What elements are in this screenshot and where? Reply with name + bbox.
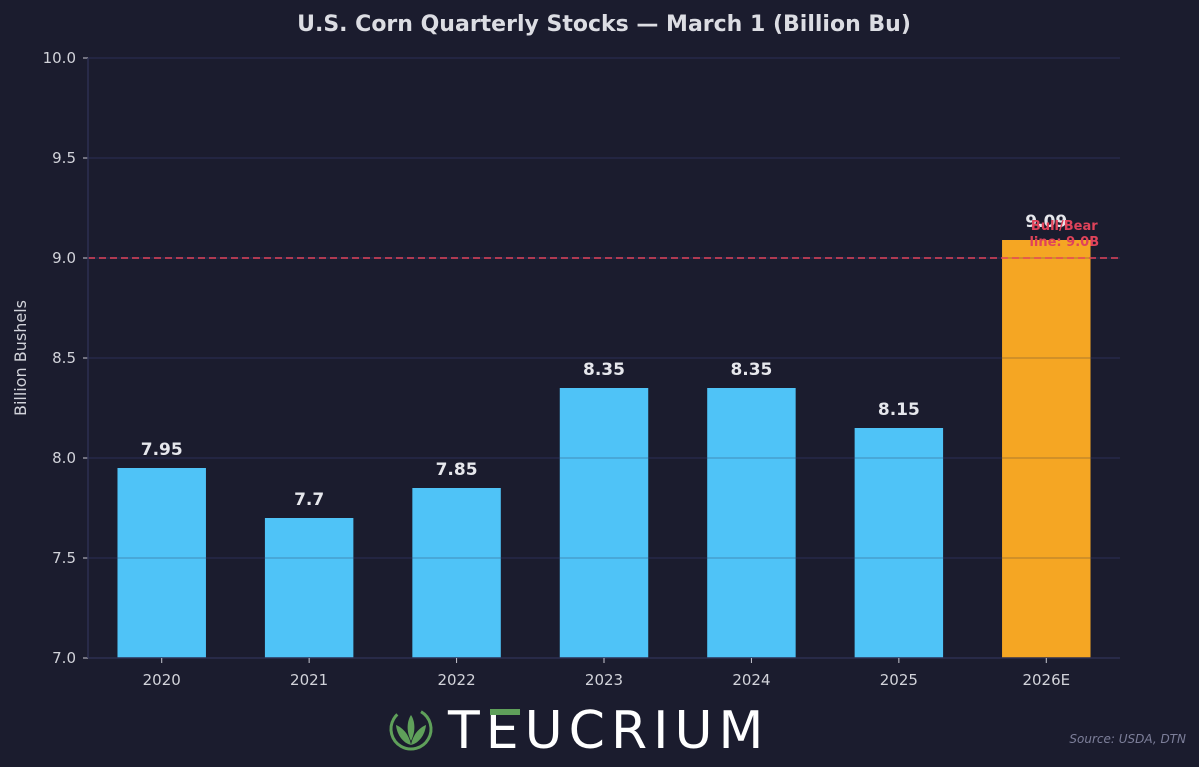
y-axis-title: Billion Bushels	[11, 300, 30, 416]
y-tick-label: 9.5	[52, 149, 76, 167]
x-tick-label-2025: 2025	[880, 671, 918, 689]
data-label-2020: 7.95	[141, 440, 183, 460]
y-tick-label: 8.5	[52, 349, 76, 367]
teucrium-logo: TEUCRIUM	[389, 701, 763, 761]
y-tick-label: 8.0	[52, 449, 76, 467]
y-tick-label: 10.0	[43, 49, 76, 67]
y-tick-label: 7.0	[52, 649, 76, 667]
x-tick-label-2020: 2020	[143, 671, 181, 689]
source-note: Source: USDA, DTN	[1069, 732, 1186, 746]
chart-title: U.S. Corn Quarterly Stocks — March 1 (Bi…	[297, 12, 911, 37]
bars	[117, 240, 1091, 658]
x-tick-label-2022: 2022	[437, 671, 475, 689]
x-tick-label-2024: 2024	[732, 671, 770, 689]
x-tick-label-2023: 2023	[585, 671, 623, 689]
data-label-2023: 8.35	[583, 360, 625, 380]
bar-2024	[707, 388, 796, 658]
x-tick-label-2026E: 2026E	[1022, 671, 1070, 689]
y-tick-label: 9.0	[52, 249, 76, 267]
data-label-2022: 7.85	[436, 460, 478, 480]
axes: 7.0 7.5 8.0 8.5 9.0 9.5 10.0 2020 2021 2022 2023 20…	[43, 49, 1120, 689]
data-label-2021: 7.7	[294, 490, 324, 510]
bar-2026E	[1002, 240, 1091, 658]
y-tick-label: 7.5	[52, 549, 76, 567]
bar-2025	[854, 428, 944, 658]
data-label-2025: 8.15	[878, 400, 920, 420]
bar-2020	[117, 468, 206, 658]
bar-2023	[559, 388, 649, 658]
bar-2022	[412, 488, 501, 658]
annotation-line: line: 9.0B	[1029, 235, 1099, 250]
leaf-logo-icon	[389, 707, 433, 751]
x-tick-label-2021: 2021	[290, 671, 328, 689]
brand-accent-bar	[490, 709, 520, 715]
bar-2021	[264, 518, 354, 658]
annotation-line: Bull/Bear	[1031, 219, 1098, 234]
data-label-2024: 8.35	[730, 360, 772, 380]
bull-bear-annotation: Bull/Bear line: 9.0B	[1029, 219, 1099, 250]
data-label-2026E: 9.09	[1025, 212, 1067, 232]
